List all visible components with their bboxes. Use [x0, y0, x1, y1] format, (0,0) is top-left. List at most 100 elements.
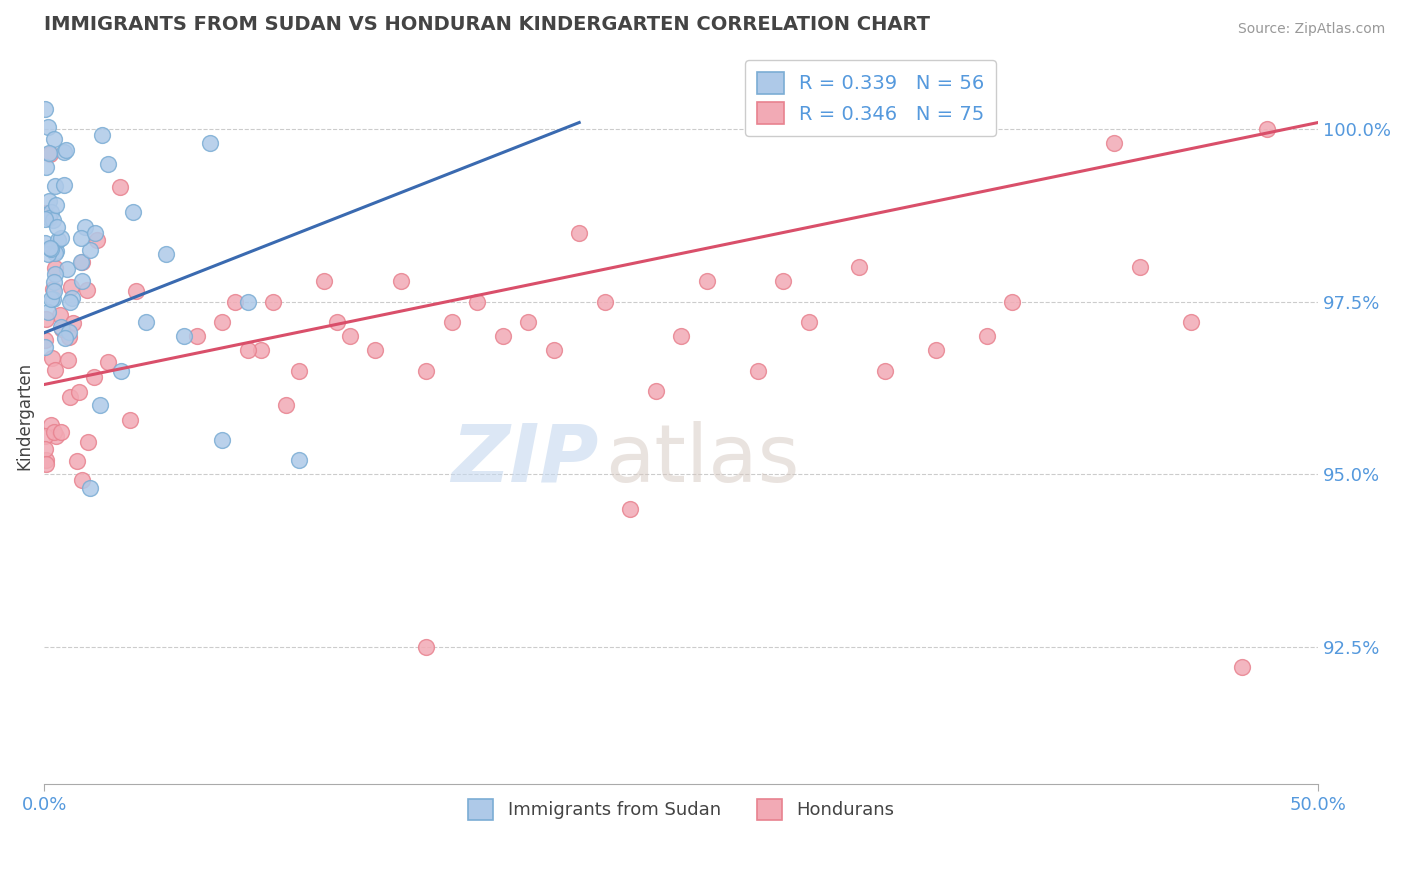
Point	[925, 343, 948, 357]
Point	[797, 316, 820, 330]
Point	[38, 146, 60, 161]
Point	[135, 316, 157, 330]
Point	[1256, 122, 1278, 136]
Point	[69, 231, 91, 245]
Point	[364, 343, 387, 357]
Point	[55, 143, 77, 157]
Point	[314, 274, 336, 288]
Point	[696, 274, 718, 288]
Point	[51, 320, 73, 334]
Point	[125, 284, 148, 298]
Text: Source: ZipAtlas.com: Source: ZipAtlas.com	[1237, 22, 1385, 37]
Point	[44, 261, 66, 276]
Point	[42, 425, 65, 440]
Point	[1129, 260, 1152, 275]
Point	[39, 292, 62, 306]
Point	[44, 179, 66, 194]
Point	[848, 260, 870, 275]
Point	[72, 274, 94, 288]
Text: atlas: atlas	[605, 421, 799, 499]
Point	[60, 280, 83, 294]
Point	[83, 370, 105, 384]
Point	[122, 205, 145, 219]
Point	[440, 316, 463, 330]
Point	[42, 212, 65, 227]
Point	[772, 274, 794, 288]
Point	[67, 385, 90, 400]
Point	[72, 255, 94, 269]
Point	[465, 294, 488, 309]
Point	[86, 233, 108, 247]
Point	[492, 329, 515, 343]
Point	[35, 458, 58, 472]
Point	[39, 147, 62, 161]
Point	[35, 160, 58, 174]
Point	[66, 454, 89, 468]
Point	[236, 343, 259, 357]
Point	[59, 390, 82, 404]
Point	[84, 226, 107, 240]
Point	[46, 233, 69, 247]
Point	[34, 442, 56, 457]
Point	[35, 453, 58, 467]
Point	[89, 398, 111, 412]
Point	[34, 428, 56, 442]
Point	[211, 433, 233, 447]
Point	[45, 244, 67, 258]
Point	[37, 120, 59, 135]
Point	[249, 343, 271, 357]
Point	[58, 294, 80, 309]
Point	[58, 329, 80, 343]
Point	[120, 412, 142, 426]
Point	[517, 316, 540, 330]
Point	[97, 157, 120, 171]
Point	[543, 343, 565, 357]
Point	[415, 640, 437, 654]
Point	[108, 179, 131, 194]
Point	[41, 204, 63, 219]
Point	[51, 322, 73, 336]
Point	[53, 331, 76, 345]
Point	[326, 316, 349, 330]
Point	[42, 292, 65, 306]
Point	[41, 351, 63, 365]
Point	[34, 311, 56, 326]
Point	[70, 254, 93, 268]
Point	[415, 364, 437, 378]
Point	[37, 247, 59, 261]
Point	[70, 473, 93, 487]
Point	[79, 243, 101, 257]
Point	[39, 417, 62, 432]
Point	[53, 178, 76, 192]
Point	[39, 243, 62, 257]
Point	[38, 241, 60, 255]
Point	[42, 284, 65, 298]
Point	[976, 329, 998, 343]
Point	[568, 226, 591, 240]
Point	[45, 198, 67, 212]
Point	[73, 220, 96, 235]
Point	[49, 425, 72, 439]
Point	[224, 294, 246, 309]
Point	[276, 398, 298, 412]
Point	[91, 128, 114, 143]
Point	[34, 102, 56, 116]
Point	[1104, 136, 1126, 151]
Point	[186, 329, 208, 343]
Point	[56, 262, 79, 277]
Point	[42, 132, 65, 146]
Point	[619, 501, 641, 516]
Point	[79, 481, 101, 495]
Point	[34, 206, 56, 220]
Text: IMMIGRANTS FROM SUDAN VS HONDURAN KINDERGARTEN CORRELATION CHART: IMMIGRANTS FROM SUDAN VS HONDURAN KINDER…	[44, 15, 931, 34]
Text: ZIP: ZIP	[451, 421, 599, 499]
Point	[44, 275, 66, 289]
Point	[747, 364, 769, 378]
Point	[1001, 294, 1024, 309]
Point	[34, 211, 56, 226]
Point	[389, 274, 412, 288]
Point	[198, 136, 221, 151]
Point	[1230, 660, 1253, 674]
Point	[52, 145, 75, 160]
Point	[288, 364, 311, 378]
